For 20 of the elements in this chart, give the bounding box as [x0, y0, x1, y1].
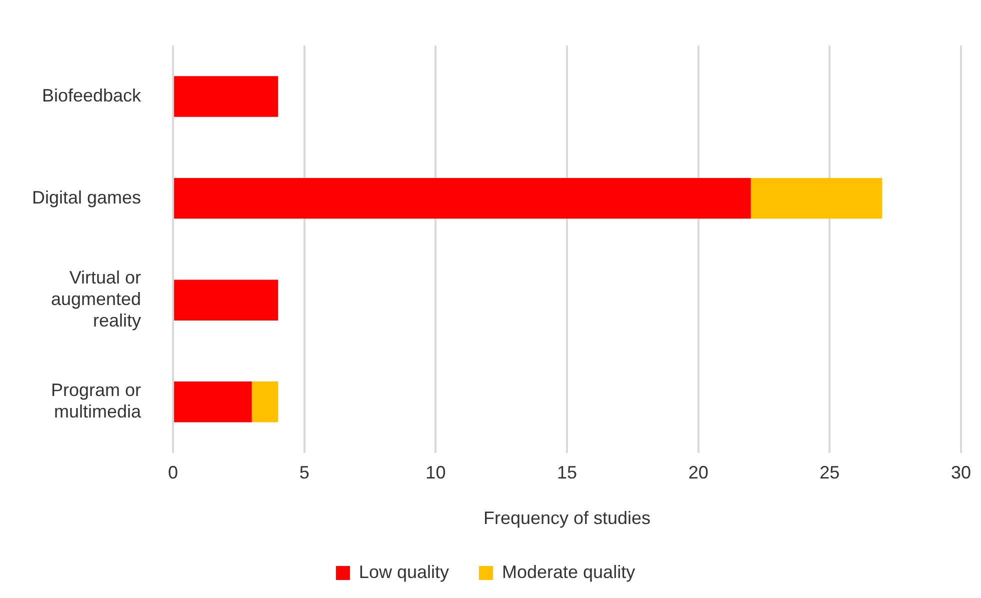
- y-tick-label: Program or multimedia: [51, 380, 142, 422]
- bar: [174, 280, 278, 320]
- legend-label: Moderate quality: [502, 562, 636, 582]
- x-axis-title: Frequency of studies: [483, 508, 651, 528]
- bar: [174, 382, 252, 422]
- y-tick-label: Biofeedback: [42, 85, 142, 106]
- x-tick-label: 0: [168, 462, 178, 483]
- bar: [174, 76, 278, 117]
- y-tick-label: Virtual or augmented reality: [50, 267, 142, 331]
- bar: [750, 178, 882, 219]
- bar: [174, 178, 751, 219]
- bar: [252, 382, 278, 422]
- legend-label: Low quality: [358, 562, 449, 582]
- x-tick-label: 30: [950, 462, 972, 483]
- x-tick-label: 25: [820, 462, 840, 483]
- x-tick-label: 10: [426, 462, 446, 483]
- x-tick-label: 5: [299, 462, 310, 483]
- x-tick-label: 20: [688, 462, 708, 483]
- y-tick-label: Digital games: [32, 187, 142, 208]
- x-tick-label: 15: [557, 462, 578, 483]
